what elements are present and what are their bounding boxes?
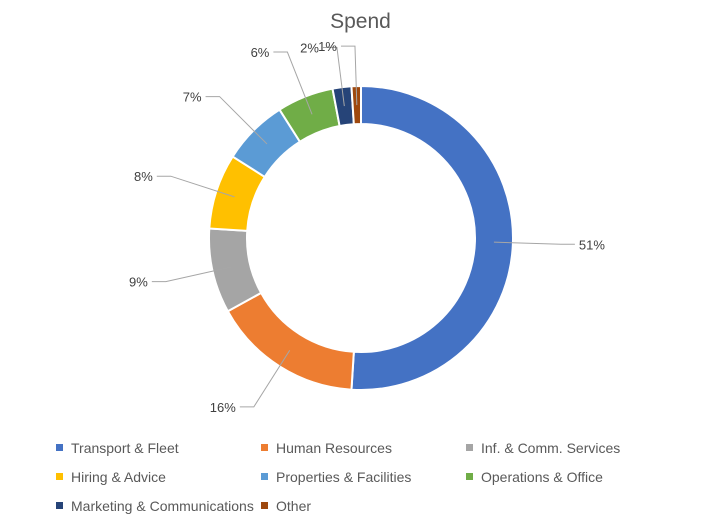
- chart-legend: Transport & Fleet Human Resources Inf. & C…: [56, 438, 696, 515]
- legend-swatch: [261, 444, 268, 451]
- legend-label: Other: [276, 497, 312, 514]
- donut-chart: 51% 16% 9% 8% 7% 6% 2% 1%: [129, 39, 605, 415]
- leader-line-inf-comm-services: [151, 266, 232, 283]
- data-label-properties-facilities: 7%: [183, 90, 202, 105]
- leader-line-human-resources: [239, 350, 291, 408]
- chart-title: Spend: [330, 10, 391, 33]
- legend-swatch: [466, 473, 473, 480]
- legend-label: Transport & Fleet: [71, 439, 179, 456]
- slice-human-resources: [226, 291, 355, 391]
- legend-item-other: Other: [261, 496, 466, 515]
- legend-label: Operations & Office: [481, 468, 603, 485]
- leader-line-marketing-communications: [322, 47, 345, 107]
- leader-line-hiring-advice: [156, 175, 235, 198]
- legend-swatch: [56, 444, 63, 451]
- legend-label: Inf. & Comm. Services: [481, 439, 621, 456]
- legend-item-human-resources: Human Resources: [261, 438, 466, 457]
- legend-swatch: [56, 502, 63, 509]
- data-label-other: 1%: [318, 39, 337, 54]
- legend-item-marketing-communications: Marketing & Communications: [56, 496, 261, 515]
- legend-item-properties-facilities: Properties & Facilities: [261, 467, 466, 486]
- legend-item-hiring-advice: Hiring & Advice: [56, 467, 261, 486]
- legend-swatch: [261, 502, 268, 509]
- legend-label: Marketing & Communications: [71, 497, 254, 514]
- legend-label: Hiring & Advice: [71, 468, 166, 485]
- data-label-hiring-advice: 8%: [134, 169, 153, 184]
- data-label-marketing-communications: 2%: [300, 41, 319, 56]
- data-label-operations-office: 6%: [251, 45, 270, 60]
- leader-line-properties-facilities: [205, 96, 268, 145]
- leader-line-transport-fleet: [493, 241, 575, 245]
- legend-label: Human Resources: [276, 439, 392, 456]
- data-label-inf-comm-services: 9%: [129, 275, 148, 290]
- slice-transport-fleet: [350, 84, 514, 391]
- legend-swatch: [261, 473, 268, 480]
- data-label-human-resources: 16%: [210, 400, 236, 415]
- leader-line-other: [340, 45, 358, 106]
- legend-swatch: [466, 444, 473, 451]
- legend-item-operations-office: Operations & Office: [466, 467, 696, 486]
- legend-item-transport-fleet: Transport & Fleet: [56, 438, 261, 457]
- legend-item-inf-comm-services: Inf. & Comm. Services: [466, 438, 696, 457]
- slice-other: [350, 84, 362, 126]
- data-label-transport-fleet: 51%: [579, 237, 605, 252]
- legend-swatch: [56, 473, 63, 480]
- legend-label: Properties & Facilities: [276, 468, 412, 485]
- leader-line-operations-office: [273, 51, 313, 115]
